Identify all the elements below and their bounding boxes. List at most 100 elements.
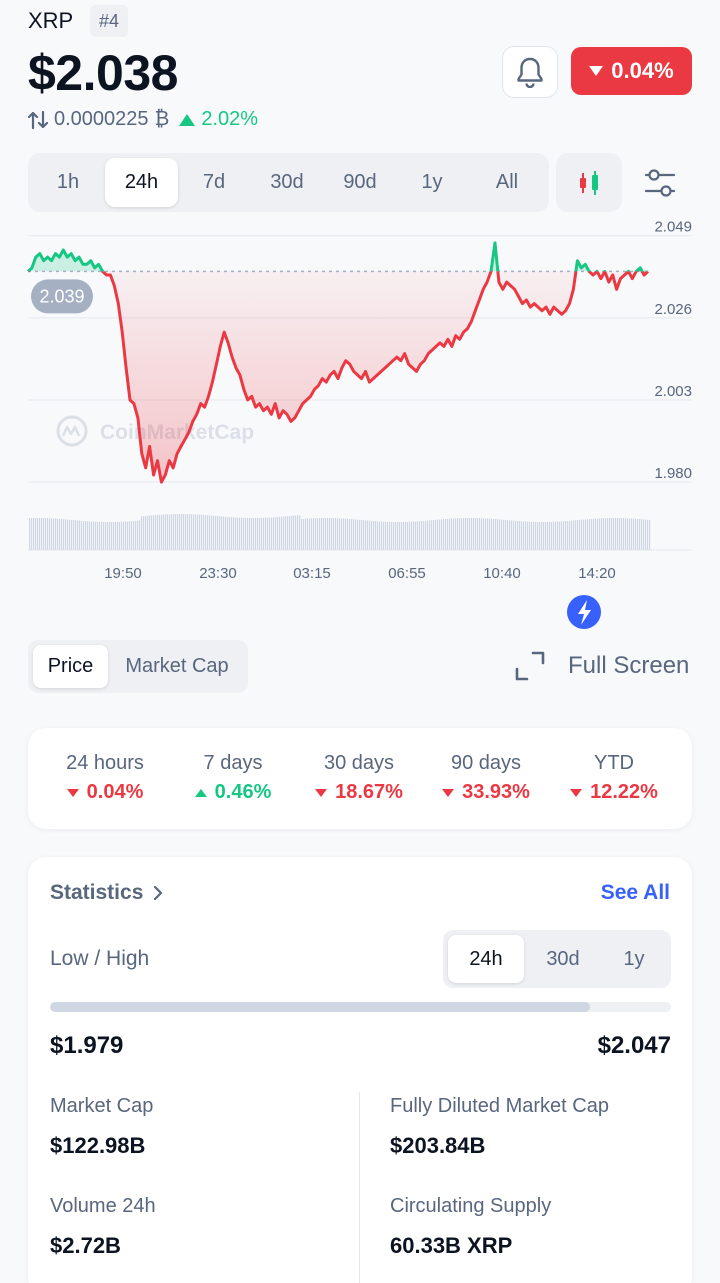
volume-bar — [535, 521, 537, 550]
volume-bar — [291, 515, 293, 550]
volume-bar — [531, 521, 533, 550]
volume-bar — [613, 518, 615, 550]
tab-7d[interactable]: 7d — [202, 171, 226, 193]
volume-bar — [151, 515, 153, 550]
volume-bar — [251, 517, 253, 550]
volume-bar — [41, 518, 43, 550]
range-bar-fill — [50, 1002, 591, 1012]
volume-bar — [461, 518, 463, 550]
tab-24h[interactable]: 24h — [105, 158, 178, 207]
volume-bar — [459, 518, 461, 550]
volume-bar — [327, 518, 329, 550]
volume-bar — [245, 517, 247, 550]
volume-bar — [227, 516, 229, 550]
volume-bar — [43, 518, 45, 550]
volume-bar — [355, 519, 357, 550]
volume-bar — [457, 518, 459, 550]
volume-bar — [117, 521, 119, 550]
volume-bar — [553, 521, 555, 550]
sliders-icon — [644, 169, 676, 197]
volume-bar — [425, 520, 427, 550]
volume-bar — [65, 519, 67, 550]
y-tick-label: 2.026 — [654, 301, 692, 318]
volume-bar — [57, 518, 59, 550]
fullscreen-button[interactable]: Full Screen — [514, 650, 689, 682]
volume-bar — [511, 520, 513, 550]
volume-bar — [297, 515, 299, 550]
volume-bar — [625, 518, 627, 550]
volume-bar — [307, 518, 309, 550]
events-marker[interactable] — [567, 595, 601, 629]
volume-bar — [55, 518, 57, 550]
tab-90d[interactable]: 90d — [343, 171, 377, 193]
volume-bar — [265, 517, 267, 550]
volume-bar — [409, 521, 411, 550]
volume-bar — [201, 514, 203, 550]
range-tab-24h[interactable]: 24h — [448, 935, 524, 983]
volume-bar — [109, 521, 111, 550]
volume-bar — [99, 521, 101, 550]
volume-bar — [349, 518, 351, 550]
volume-bar — [91, 521, 93, 550]
perf-ytd: YTD 12.22% — [549, 752, 679, 804]
volume-bar — [315, 518, 317, 550]
market-cap-label: Market Cap — [50, 1095, 154, 1117]
volume-label: Volume 24h — [50, 1195, 156, 1217]
volume-bar — [505, 519, 507, 550]
volume-bar — [543, 521, 545, 550]
supply-label: Circulating Supply — [390, 1195, 552, 1217]
volume-bar — [639, 519, 641, 550]
see-all-link[interactable]: See All — [600, 881, 670, 904]
volume-bar — [523, 521, 525, 550]
volume-bar — [473, 518, 475, 550]
tab-1h[interactable]: 1h — [56, 171, 80, 193]
caret-down-icon — [570, 788, 583, 797]
volume-bar — [347, 518, 349, 550]
caret-up-icon — [179, 113, 196, 126]
toggle-market-cap[interactable]: Market Cap — [125, 655, 229, 677]
volume-bar — [271, 517, 273, 550]
tab-1y[interactable]: 1y — [421, 171, 443, 193]
volume-bar — [403, 521, 405, 550]
volume-bar — [521, 521, 523, 550]
low-high-range-bar — [50, 1002, 671, 1012]
volume-bar — [587, 519, 589, 550]
volume-bar — [283, 516, 285, 550]
volume-bar — [447, 518, 449, 550]
candlestick-toggle-button[interactable] — [556, 153, 622, 212]
volume-bar — [31, 518, 33, 550]
volume-bar — [259, 517, 261, 550]
statistics-link[interactable]: Statistics — [50, 881, 163, 905]
volume-bar — [153, 515, 155, 550]
perf-value: 0.46% — [168, 781, 298, 804]
volume-bar — [431, 520, 433, 550]
high-value: $2.047 — [597, 1032, 671, 1059]
volume-bar — [351, 519, 353, 550]
tab-all[interactable]: All — [495, 171, 519, 193]
range-tab-30d[interactable]: 30d — [546, 948, 580, 970]
volume-bar — [187, 514, 189, 550]
volume-bar — [465, 518, 467, 550]
btc-symbol: ₿ — [154, 108, 170, 130]
volume-bar — [45, 518, 47, 550]
price-alert-button[interactable] — [502, 46, 558, 98]
volume-bars — [29, 514, 651, 550]
volume-bar — [281, 516, 283, 550]
volume-bar — [601, 518, 603, 550]
tab-30d[interactable]: 30d — [270, 171, 304, 193]
chart-settings-button[interactable] — [640, 165, 680, 201]
toggle-price[interactable]: Price — [33, 645, 108, 688]
volume-bar — [635, 518, 637, 550]
volume-bar — [603, 518, 605, 550]
volume-bar — [173, 514, 175, 550]
volume-bar — [177, 514, 179, 550]
volume-bar — [497, 519, 499, 550]
stats-divider — [359, 1092, 360, 1283]
volume-bar — [413, 521, 415, 550]
range-tab-1y[interactable]: 1y — [623, 948, 645, 970]
fdmc-label: Fully Diluted Market Cap — [390, 1095, 609, 1117]
volume-bar — [85, 521, 87, 550]
price-change-value: 0.04% — [611, 58, 674, 83]
volume-bar — [369, 520, 371, 550]
